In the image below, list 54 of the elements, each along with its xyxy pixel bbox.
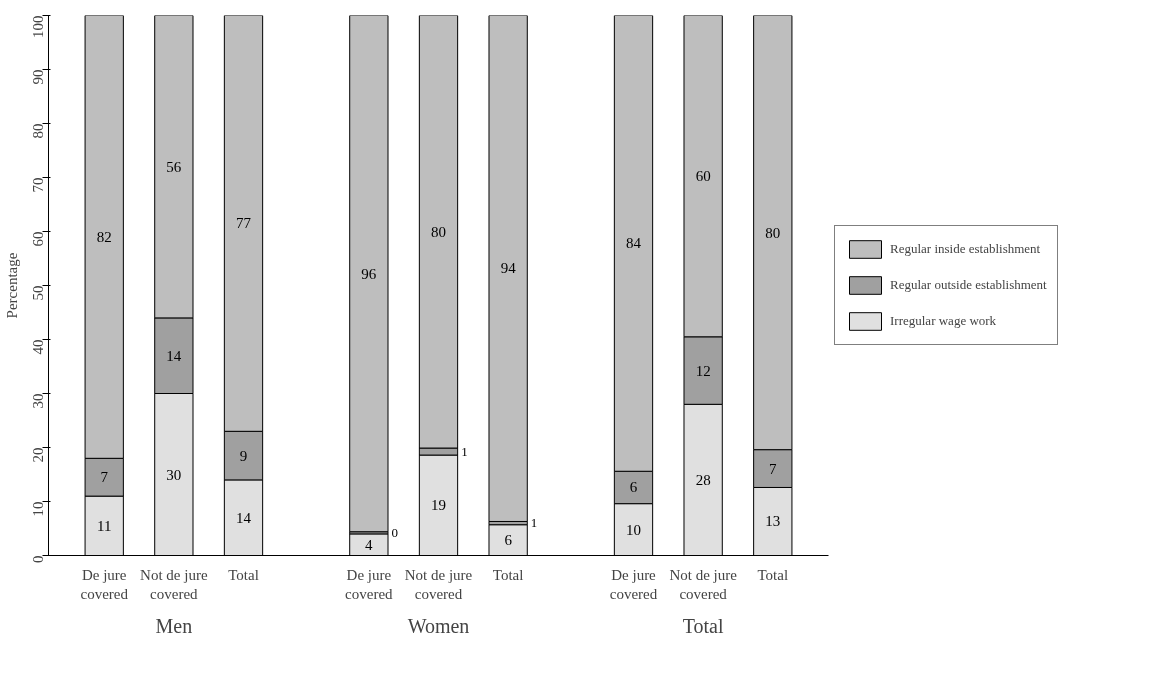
y-tick-label: 100 [29, 15, 46, 38]
legend-label: Regular outside establishment [890, 276, 1047, 294]
y-tick-label: 50 [29, 285, 46, 301]
x-tick-label: De jure covered [80, 566, 129, 602]
y-tick-label: 10 [29, 501, 46, 517]
data-label: 28 [695, 471, 711, 488]
x-tick-label: Not de jure covered [140, 566, 208, 602]
y-tick-label: 30 [29, 393, 46, 409]
legend-label: Regular inside establishment [890, 240, 1041, 258]
data-label: 19 [431, 497, 446, 514]
data-label: 80 [765, 224, 781, 241]
data-label: 7 [769, 460, 778, 477]
x-tick-label: Total [228, 566, 259, 583]
data-label: 60 [695, 168, 711, 185]
data-label: 94 [500, 260, 517, 277]
text: Women [407, 614, 470, 637]
legend-label: Irregular wage work [890, 312, 997, 330]
data-label: 12 [695, 362, 711, 379]
x-tick-label: De jure covered [345, 566, 394, 602]
y-tick-label: 60 [29, 231, 46, 247]
data-label: 96 [361, 265, 377, 282]
data-label: 11 [96, 517, 112, 534]
text: Men [155, 614, 193, 637]
x-tick-label: Total [492, 566, 524, 583]
data-label: 1 [530, 515, 538, 531]
x-tick-label: Total [757, 566, 789, 583]
y-axis-title: Percentage [3, 252, 20, 319]
data-label: 84 [626, 235, 642, 252]
y-tick-label: 20 [29, 447, 46, 463]
y-tick-label: 80 [29, 123, 46, 139]
data-label: 1 [461, 443, 468, 459]
data-label: 10 [626, 521, 641, 538]
y-tick-label: 0 [29, 555, 46, 563]
x-tick-label: Not de jure covered [669, 566, 738, 602]
y-tick-label: 40 [29, 339, 46, 355]
x-tick-label: De jure covered [609, 566, 658, 602]
data-label: 80 [431, 223, 446, 240]
data-label: 14 [166, 347, 182, 364]
data-label: 7 [100, 469, 109, 486]
data-label: 6 [629, 479, 638, 496]
data-label: 77 [236, 215, 252, 232]
y-tick-label: 70 [29, 177, 46, 193]
data-label: 14 [236, 509, 252, 526]
data-label: 6 [504, 532, 513, 549]
data-label: 56 [166, 158, 182, 175]
x-tick-label: Not de jure covered [404, 566, 473, 602]
data-label: 30 [166, 466, 182, 483]
text: Total [682, 614, 724, 637]
y-tick-label: 90 [29, 69, 46, 85]
data-label: 9 [239, 447, 248, 464]
data-label: 4 [365, 536, 374, 553]
data-label: 82 [96, 228, 112, 245]
data-label: 0 [391, 524, 398, 540]
data-label: 13 [765, 513, 781, 530]
